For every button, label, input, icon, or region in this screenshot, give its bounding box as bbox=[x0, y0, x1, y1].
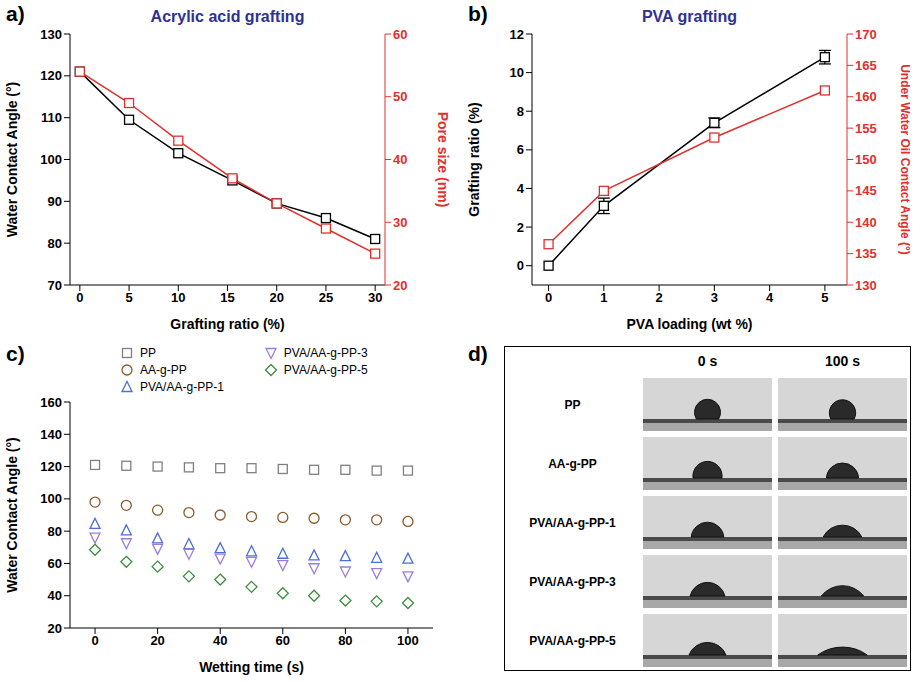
svg-text:130: 130 bbox=[40, 27, 62, 42]
svg-text:Under Water Oil Contact Angle: Under Water Oil Contact Angle (°) bbox=[898, 64, 912, 255]
svg-text:5: 5 bbox=[125, 290, 132, 305]
svg-text:2: 2 bbox=[655, 290, 662, 305]
svg-text:40: 40 bbox=[48, 588, 62, 603]
svg-text:0: 0 bbox=[91, 633, 98, 648]
svg-text:70: 70 bbox=[48, 278, 62, 293]
svg-text:5: 5 bbox=[821, 290, 828, 305]
svg-text:25: 25 bbox=[319, 290, 333, 305]
svg-text:60: 60 bbox=[48, 556, 62, 571]
html-text:PVA/AA-g-PP-5: PVA/AA-g-PP-5 bbox=[529, 633, 616, 648]
svg-text:Pore size (nm): Pore size (nm) bbox=[435, 112, 451, 208]
svg-text:60: 60 bbox=[276, 633, 290, 648]
svg-text:140: 140 bbox=[855, 215, 877, 230]
svg-text:100: 100 bbox=[40, 491, 62, 506]
svg-text:20: 20 bbox=[269, 290, 283, 305]
svg-text:4: 4 bbox=[766, 290, 774, 305]
svg-text:160: 160 bbox=[855, 89, 877, 104]
svg-text:160: 160 bbox=[40, 395, 62, 410]
svg-text:140: 140 bbox=[40, 427, 62, 442]
html-text:PP: PP bbox=[564, 397, 581, 412]
svg-text:100: 100 bbox=[397, 633, 419, 648]
svg-text:2: 2 bbox=[517, 220, 524, 235]
svg-text:Grafting ratio (%): Grafting ratio (%) bbox=[466, 102, 482, 216]
svg-text:1: 1 bbox=[600, 290, 607, 305]
svg-text:3: 3 bbox=[711, 290, 718, 305]
svg-text:Water Contact Angle (°): Water Contact Angle (°) bbox=[4, 82, 20, 237]
svg-text:8: 8 bbox=[517, 104, 524, 119]
svg-text:12: 12 bbox=[510, 27, 524, 42]
html-text:PVA grafting: PVA grafting bbox=[641, 8, 737, 25]
svg-text:120: 120 bbox=[40, 459, 62, 474]
svg-text:Water Contact Angle (°): Water Contact Angle (°) bbox=[4, 437, 20, 592]
svg-text:40: 40 bbox=[213, 633, 227, 648]
html-text:AA-g-PP: AA-g-PP bbox=[548, 456, 597, 471]
html-text:b): b) bbox=[468, 2, 488, 25]
svg-text:90: 90 bbox=[48, 194, 62, 209]
svg-text:PVA loading (wt %): PVA loading (wt %) bbox=[627, 316, 753, 332]
svg-text:60: 60 bbox=[393, 27, 407, 42]
svg-text:50: 50 bbox=[393, 89, 407, 104]
html-text:Acrylic acid grafting: Acrylic acid grafting bbox=[150, 8, 305, 25]
svg-text:20: 20 bbox=[393, 278, 407, 293]
svg-text:155: 155 bbox=[855, 121, 877, 136]
svg-text:10: 10 bbox=[171, 290, 185, 305]
html-text:0 s: 0 s bbox=[697, 353, 718, 369]
svg-text:80: 80 bbox=[338, 633, 352, 648]
svg-text:150: 150 bbox=[855, 152, 877, 167]
svg-text:80: 80 bbox=[48, 236, 62, 251]
svg-text:135: 135 bbox=[855, 246, 877, 261]
svg-text:170: 170 bbox=[855, 27, 877, 42]
svg-text:0: 0 bbox=[76, 290, 83, 305]
svg-text:6: 6 bbox=[517, 142, 524, 157]
svg-text:0: 0 bbox=[517, 258, 524, 273]
html-text:100 s: 100 s bbox=[825, 353, 860, 369]
svg-text:Wetting time (s): Wetting time (s) bbox=[199, 659, 304, 675]
html-text:PVA/AA-g-PP-3: PVA/AA-g-PP-3 bbox=[529, 574, 616, 589]
svg-text:120: 120 bbox=[40, 68, 62, 83]
html-text:PVA/AA-g-PP-5: PVA/AA-g-PP-5 bbox=[283, 362, 368, 377]
html-text:PP: PP bbox=[140, 345, 156, 360]
svg-text:20: 20 bbox=[150, 633, 164, 648]
html-text:d): d) bbox=[468, 342, 488, 365]
html-text:PVA/AA-g-PP-1: PVA/AA-g-PP-1 bbox=[140, 379, 224, 394]
svg-text:130: 130 bbox=[855, 278, 877, 293]
svg-text:40: 40 bbox=[393, 152, 407, 167]
svg-text:110: 110 bbox=[41, 110, 62, 125]
svg-text:30: 30 bbox=[368, 290, 382, 305]
html-text:PVA/AA-g-PP-3: PVA/AA-g-PP-3 bbox=[283, 345, 368, 360]
html-text:PVA/AA-g-PP-1: PVA/AA-g-PP-1 bbox=[529, 515, 616, 530]
svg-text:10: 10 bbox=[510, 65, 524, 80]
svg-text:Grafting ratio (%): Grafting ratio (%) bbox=[170, 316, 284, 332]
svg-text:15: 15 bbox=[220, 290, 234, 305]
html-text:AA-g-PP: AA-g-PP bbox=[140, 362, 187, 377]
svg-text:30: 30 bbox=[393, 215, 407, 230]
svg-text:100: 100 bbox=[40, 152, 62, 167]
svg-text:0: 0 bbox=[545, 290, 552, 305]
svg-text:20: 20 bbox=[48, 621, 62, 636]
svg-text:165: 165 bbox=[855, 58, 877, 73]
svg-text:80: 80 bbox=[48, 524, 62, 539]
svg-text:4: 4 bbox=[517, 181, 525, 196]
html-text:c): c) bbox=[6, 342, 25, 365]
html-text:a): a) bbox=[6, 2, 25, 25]
svg-text:145: 145 bbox=[855, 183, 877, 198]
